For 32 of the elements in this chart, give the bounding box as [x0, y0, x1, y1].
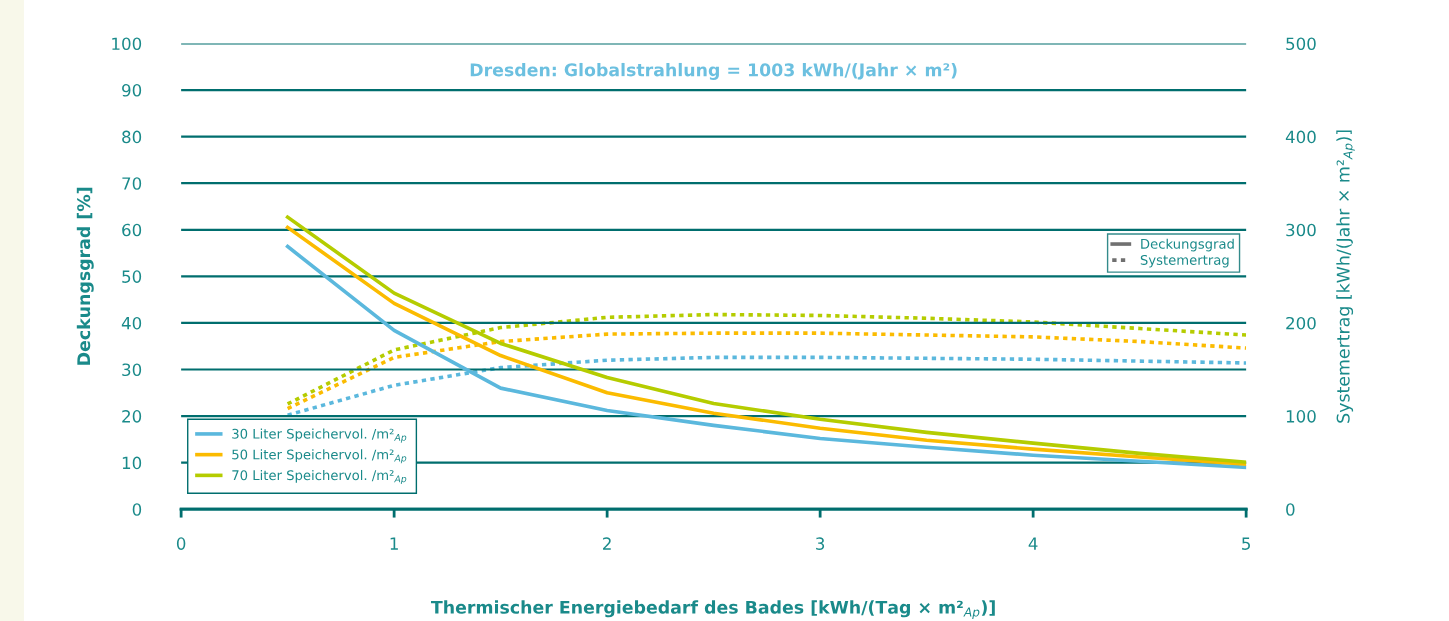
x-tick-label: 1: [390, 537, 398, 550]
y-tick-label: 40: [121, 316, 142, 330]
x-tick-label: 3: [816, 537, 825, 550]
y2-tick-label: 300: [1286, 223, 1316, 237]
y2-tick-label: 200: [1286, 316, 1316, 330]
x-tick-label: 5: [1242, 537, 1250, 550]
x-tick-label: 2: [603, 537, 611, 550]
annotation: Deckungsgrad: [1141, 238, 1234, 252]
annotation: Systemertrag: [1140, 254, 1229, 268]
y-tick-label: 30: [122, 363, 142, 377]
x-tick-label: 4: [1028, 537, 1038, 550]
y-tick-label: 60: [122, 223, 142, 237]
y-tick-label: 80: [122, 130, 142, 144]
y2-tick-label: 400: [1285, 130, 1316, 144]
text: Dresden: Globalstrahlung = 1003 kWh/(Jahr × m²): [470, 62, 957, 80]
legend-label: 70 Liter Speichervol. /m²$_{Ap}$: [232, 469, 407, 485]
x-axis-title: Thermischer Energiebedarf des Bades [kWh/(Tag × m²$_{Ap}$)]: [430, 600, 995, 619]
y2-tick-label: 0: [1286, 503, 1295, 516]
y-tick-label: 20: [122, 410, 142, 423]
x-tick-label: 0: [176, 537, 186, 550]
y-tick-label: 70: [122, 177, 142, 190]
y-tick-label: 100: [112, 37, 142, 51]
y-tick-label: 50: [122, 270, 142, 283]
legend-label: 30 Liter Speichervol. /m²$_{Ap}$: [232, 428, 407, 443]
y-axis-title: Deckungsgrad [%]: [76, 187, 94, 365]
legend-label: 50 Liter Speichervol. /m²$_{Ap}$: [232, 449, 407, 464]
y-tick-label: 10: [122, 456, 142, 470]
y-tick-label: 0: [132, 503, 142, 516]
y-tick-label: 90: [122, 84, 142, 97]
y2-axis-title: Systemertrag [kWh/(Jahr × m²$_{Ap}$)]: [1336, 130, 1355, 423]
y2-tick-label: 100: [1286, 410, 1316, 423]
y2-tick-label: 500: [1286, 37, 1316, 51]
